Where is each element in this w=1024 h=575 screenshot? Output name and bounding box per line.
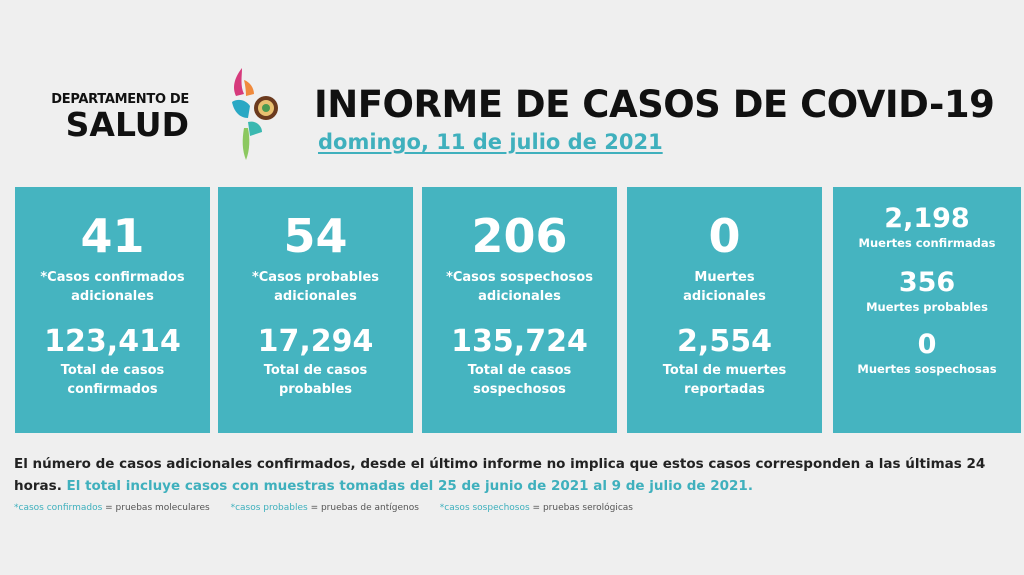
footnote-term: *casos sospechosos [439,503,530,513]
department-logo: DEPARTAMENTO DE SALUD [14,92,189,142]
confirmed-additional-label: *Casos confirmados adicionales [40,270,185,304]
suspected-additional-label: *Casos sospechosos adicionales [446,270,593,304]
suspected-deaths-value: 0 [917,329,937,360]
deaths-additional-label: Muertes adicionales [683,270,766,304]
confirmed-deaths-value: 2,198 [884,203,970,234]
confirmed-total-label: Total de casos confirmados [60,363,165,397]
footnote-term: *casos probables [230,503,308,513]
puerto-rico-health-emblem-icon [232,68,278,160]
probable-additional-value: 54 [283,209,348,263]
probable-total-value: 17,294 [257,324,374,359]
suspected-total-value: 135,724 [451,324,588,359]
probable-additional-label: *Casos probables adicionales [251,270,380,304]
suspected-total-label: Total de casos sospechosos [467,363,572,397]
page-title: INFORME DE CASOS DE COVID-19 [314,83,995,126]
deaths-card: 0 Muertes adicionales 2,554 Total de mue… [627,187,822,433]
probable-deaths-value: 356 [898,267,956,298]
confirmed-deaths-label: Muertes confirmadas [858,236,996,250]
suspected-cases-card: 206 *Casos sospechosos adicionales 135,7… [422,187,617,433]
disclaimer-note: El número de casos adicionales confirmad… [14,453,1014,497]
deaths-additional-value: 0 [708,209,741,263]
disclaimer-highlight: El total incluye casos con muestras toma… [66,478,753,494]
probable-cases-card: 54 *Casos probables adicionales 17,294 T… [218,187,413,433]
report-date: domingo, 11 de julio de 2021 [318,130,663,154]
footnote-definition: = pruebas moleculares [105,503,210,513]
confirmed-total-value: 123,414 [44,324,181,359]
probable-total-label: Total de casos probables [263,363,368,397]
footnotes: *casos confirmados = pruebas moleculares… [14,503,633,513]
confirmed-cases-card: 41 *Casos confirmados adicionales 123,41… [15,187,210,433]
logo-department-line: DEPARTAMENTO DE [51,92,189,107]
footnote-term: *casos confirmados [14,503,103,513]
confirmed-additional-value: 41 [80,209,145,263]
suspected-deaths-label: Muertes sospechosas [857,362,997,376]
deaths-total-label: Total de muertes reportadas [662,363,787,397]
deaths-total-value: 2,554 [677,324,772,359]
deaths-breakdown-card: 2,198 Muertes confirmadas 356 Muertes pr… [833,187,1021,433]
logo-salud-line: SALUD [65,105,189,144]
footnote-definition: = pruebas serológicas [532,503,633,513]
footnote-definition: = pruebas de antígenos [310,503,419,513]
probable-deaths-label: Muertes probables [866,300,988,314]
suspected-additional-value: 206 [471,209,568,263]
disclaimer-text: El número de casos adicionales confirmad… [14,456,986,494]
